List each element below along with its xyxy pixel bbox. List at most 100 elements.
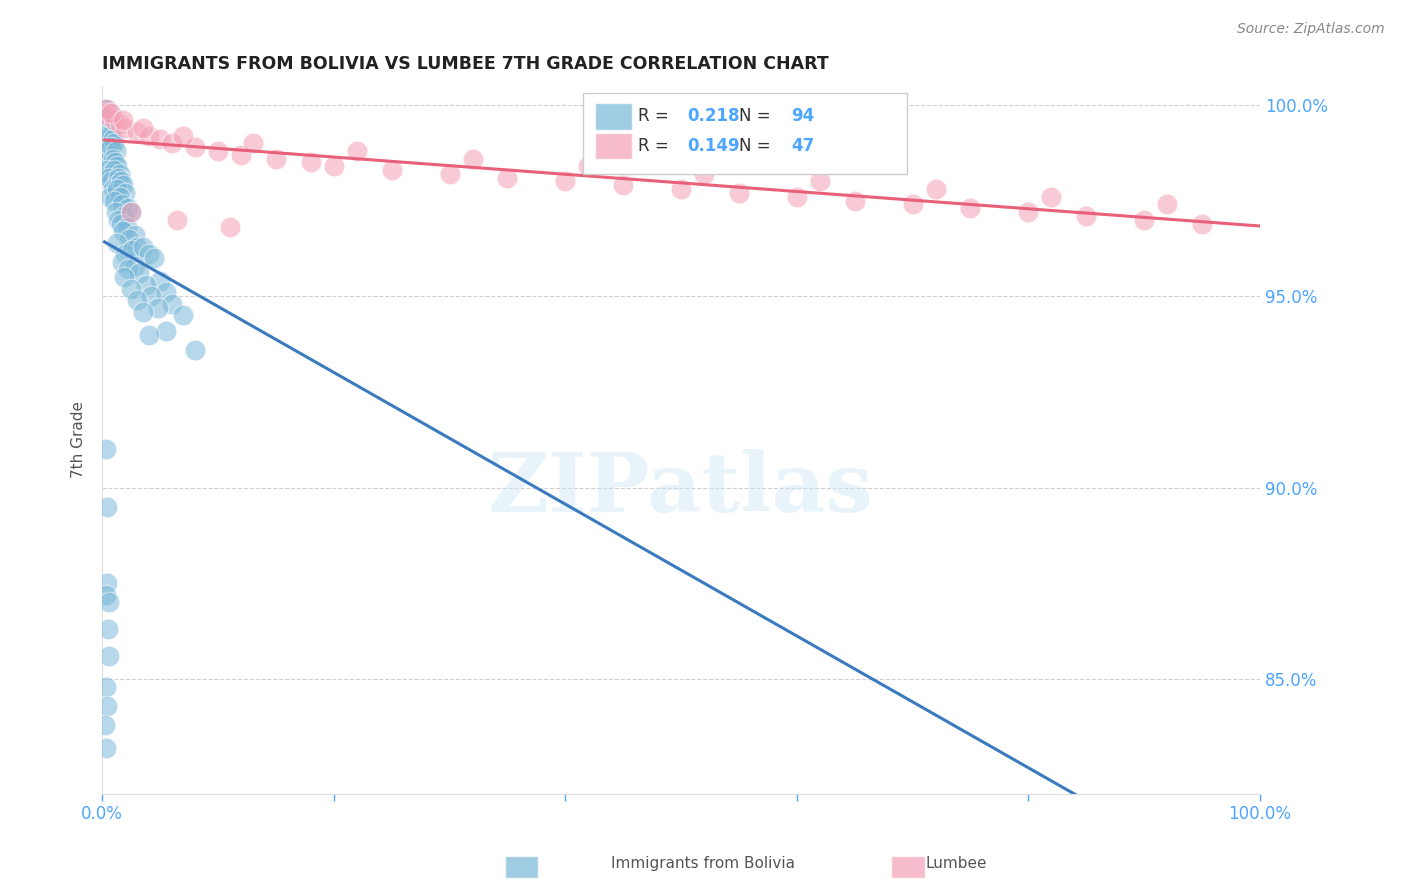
Point bbox=[146, 301, 169, 315]
Point bbox=[143, 251, 166, 265]
Point bbox=[117, 262, 139, 277]
Point bbox=[120, 205, 142, 219]
Point bbox=[496, 170, 519, 185]
Text: Source: ZipAtlas.com: Source: ZipAtlas.com bbox=[1237, 22, 1385, 37]
Point bbox=[1040, 190, 1063, 204]
Point bbox=[322, 159, 344, 173]
Point bbox=[98, 125, 121, 139]
Point bbox=[138, 327, 160, 342]
Point bbox=[242, 136, 264, 151]
Point bbox=[125, 125, 148, 139]
Point bbox=[94, 105, 117, 120]
Point bbox=[97, 132, 120, 146]
Point bbox=[98, 170, 121, 185]
Text: Immigrants from Bolivia: Immigrants from Bolivia bbox=[612, 856, 794, 871]
Point bbox=[132, 239, 155, 253]
Point bbox=[149, 132, 172, 146]
Point bbox=[94, 588, 117, 602]
Point bbox=[669, 182, 692, 196]
Point bbox=[124, 259, 146, 273]
Point bbox=[264, 152, 287, 166]
Text: Lumbee: Lumbee bbox=[925, 856, 987, 871]
Point bbox=[160, 297, 183, 311]
Point bbox=[105, 235, 128, 250]
Point bbox=[112, 178, 135, 193]
Point bbox=[101, 152, 124, 166]
Point bbox=[132, 120, 155, 135]
Point bbox=[693, 167, 716, 181]
Point bbox=[155, 324, 177, 338]
Point bbox=[98, 159, 121, 173]
Point bbox=[125, 239, 148, 253]
Point bbox=[844, 194, 866, 208]
Point bbox=[101, 132, 124, 146]
Point bbox=[98, 595, 121, 609]
Point bbox=[1191, 217, 1213, 231]
Point bbox=[554, 174, 576, 188]
Point bbox=[111, 255, 134, 269]
Point bbox=[108, 190, 131, 204]
Point bbox=[138, 247, 160, 261]
Point bbox=[96, 128, 118, 143]
FancyBboxPatch shape bbox=[582, 93, 907, 174]
Point bbox=[98, 648, 121, 663]
Point bbox=[97, 110, 120, 124]
Point bbox=[808, 174, 831, 188]
Point bbox=[97, 622, 120, 636]
Point bbox=[381, 163, 404, 178]
Point bbox=[231, 147, 253, 161]
Point bbox=[346, 144, 368, 158]
Point bbox=[166, 212, 188, 227]
Point bbox=[112, 113, 135, 128]
Point bbox=[103, 113, 125, 128]
Point bbox=[100, 140, 122, 154]
Point bbox=[121, 244, 143, 258]
Point bbox=[160, 136, 183, 151]
Text: 0.149: 0.149 bbox=[686, 137, 740, 155]
Text: 47: 47 bbox=[792, 137, 814, 155]
Point bbox=[105, 159, 128, 173]
Text: 94: 94 bbox=[792, 107, 814, 125]
Point bbox=[93, 102, 115, 116]
Point bbox=[1133, 212, 1156, 227]
Point bbox=[1076, 209, 1098, 223]
Point bbox=[112, 270, 135, 285]
Point bbox=[96, 698, 118, 713]
Point bbox=[110, 217, 132, 231]
Point bbox=[461, 152, 484, 166]
Point bbox=[105, 144, 128, 158]
Point bbox=[578, 159, 600, 173]
Point bbox=[172, 128, 194, 143]
Point bbox=[94, 136, 117, 151]
Point bbox=[97, 105, 120, 120]
Point bbox=[94, 442, 117, 457]
Point bbox=[112, 209, 135, 223]
FancyBboxPatch shape bbox=[595, 103, 633, 129]
Point bbox=[114, 247, 136, 261]
Point bbox=[139, 289, 162, 303]
Point bbox=[96, 500, 118, 514]
Text: IMMIGRANTS FROM BOLIVIA VS LUMBEE 7TH GRADE CORRELATION CHART: IMMIGRANTS FROM BOLIVIA VS LUMBEE 7TH GR… bbox=[103, 55, 830, 73]
Point bbox=[135, 277, 157, 292]
Point bbox=[112, 224, 135, 238]
Point bbox=[105, 178, 128, 193]
Point bbox=[107, 212, 129, 227]
Point bbox=[103, 194, 125, 208]
Point bbox=[1017, 205, 1039, 219]
FancyBboxPatch shape bbox=[595, 133, 633, 160]
Point bbox=[93, 140, 115, 154]
Point bbox=[97, 152, 120, 166]
Point bbox=[108, 117, 131, 131]
Point bbox=[105, 182, 128, 196]
Point bbox=[124, 227, 146, 242]
Point bbox=[128, 266, 150, 280]
Point bbox=[110, 174, 132, 188]
Point bbox=[172, 309, 194, 323]
Point bbox=[107, 170, 129, 185]
Point bbox=[132, 304, 155, 318]
Point bbox=[114, 186, 136, 200]
Point bbox=[111, 197, 134, 211]
Point bbox=[98, 147, 121, 161]
Point bbox=[925, 182, 948, 196]
Point bbox=[94, 155, 117, 169]
